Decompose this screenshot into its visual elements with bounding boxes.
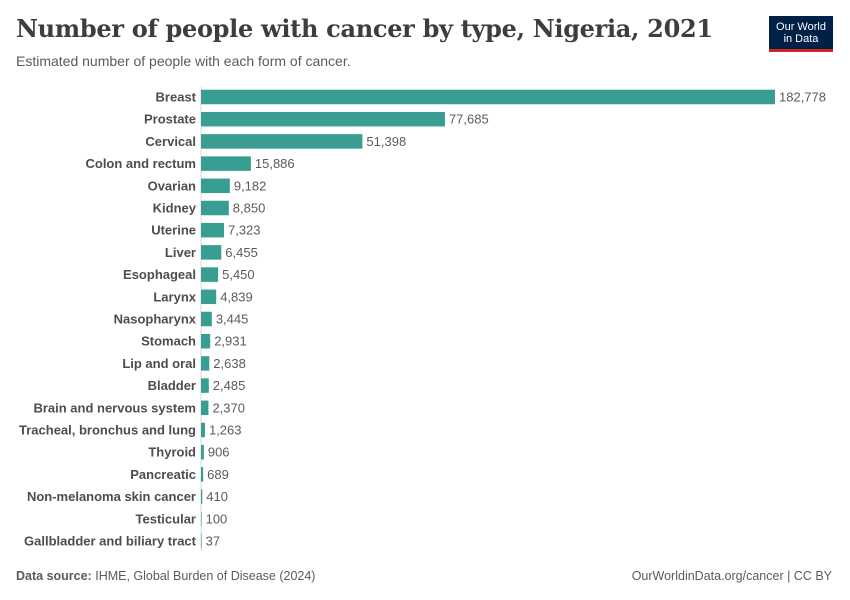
logo-line-1: Our World — [776, 20, 826, 33]
category-label: Non-melanoma skin cancer — [27, 489, 196, 504]
value-label: 7,323 — [228, 223, 261, 238]
category-label: Gallbladder and biliary tract — [24, 534, 197, 549]
data-source-text: IHME, Global Burden of Disease (2024) — [95, 569, 316, 583]
value-label: 182,778 — [779, 90, 826, 105]
bar[interactable] — [201, 489, 203, 504]
category-label: Nasopharynx — [114, 312, 197, 327]
chart-subtitle: Estimated number of people with each for… — [16, 53, 351, 69]
value-label: 9,182 — [234, 178, 267, 193]
bar[interactable] — [201, 467, 204, 482]
bar[interactable] — [201, 156, 251, 171]
value-label: 51,398 — [366, 134, 406, 149]
category-label: Testicular — [136, 511, 196, 526]
value-label: 8,850 — [233, 201, 266, 216]
bar[interactable] — [201, 245, 222, 260]
bar[interactable] — [201, 422, 205, 438]
footer-link[interactable]: OurWorldinData.org/cancer | CC BY — [631, 569, 832, 583]
value-label: 1,263 — [209, 423, 242, 438]
bar[interactable] — [201, 267, 219, 282]
value-label: 689 — [207, 467, 229, 482]
category-label: Ovarian — [148, 178, 196, 193]
category-label: Brain and nervous system — [33, 400, 196, 415]
bar[interactable] — [201, 311, 212, 327]
category-label: Tracheal, bronchus and lung — [19, 423, 196, 438]
owid-logo[interactable]: Our World in Data — [769, 16, 833, 52]
value-label: 2,485 — [213, 378, 246, 393]
category-label: Esophageal — [123, 267, 196, 282]
logo-line-2: in Data — [783, 32, 819, 45]
bar[interactable] — [201, 400, 209, 416]
category-label: Lip and oral — [122, 356, 196, 371]
bar[interactable] — [201, 378, 209, 393]
value-label: 6,455 — [225, 245, 258, 260]
bar[interactable] — [201, 134, 363, 149]
bar[interactable] — [201, 222, 224, 238]
value-label: 15,886 — [255, 156, 295, 171]
bar[interactable] — [201, 444, 204, 460]
data-source-label: Data source: — [16, 569, 92, 583]
value-label: 4,839 — [220, 289, 253, 304]
value-label: 410 — [206, 489, 228, 504]
category-label: Prostate — [144, 112, 196, 127]
value-label: 906 — [208, 445, 230, 460]
category-label: Colon and rectum — [85, 156, 196, 171]
bar[interactable] — [201, 511, 202, 527]
bar[interactable] — [201, 333, 211, 349]
category-label: Pancreatic — [130, 467, 196, 482]
value-label: 2,638 — [213, 356, 246, 371]
bar[interactable] — [201, 200, 229, 216]
category-label: Kidney — [153, 201, 197, 216]
value-label: 37 — [206, 534, 220, 549]
category-label: Uterine — [151, 223, 196, 238]
bar[interactable] — [201, 111, 445, 127]
bar[interactable] — [201, 89, 775, 105]
bar[interactable] — [201, 356, 210, 371]
category-label: Stomach — [141, 334, 196, 349]
category-label: Thyroid — [148, 445, 196, 460]
value-label: 2,931 — [214, 334, 247, 349]
value-label: 2,370 — [212, 400, 245, 415]
chart-title: Number of people with cancer by type, Ni… — [16, 14, 713, 43]
bar[interactable] — [201, 533, 202, 549]
bar[interactable] — [201, 289, 217, 305]
data-source: Data source: IHME, Global Burden of Dise… — [16, 569, 315, 583]
category-label: Bladder — [148, 378, 196, 393]
category-label: Larynx — [153, 289, 196, 304]
category-label: Liver — [165, 245, 196, 260]
value-label: 77,685 — [449, 112, 489, 127]
category-label: Breast — [156, 90, 197, 105]
category-label: Cervical — [145, 134, 196, 149]
value-label: 3,445 — [216, 312, 249, 327]
value-label: 5,450 — [222, 267, 255, 282]
value-label: 100 — [206, 511, 228, 526]
bar[interactable] — [201, 178, 230, 194]
